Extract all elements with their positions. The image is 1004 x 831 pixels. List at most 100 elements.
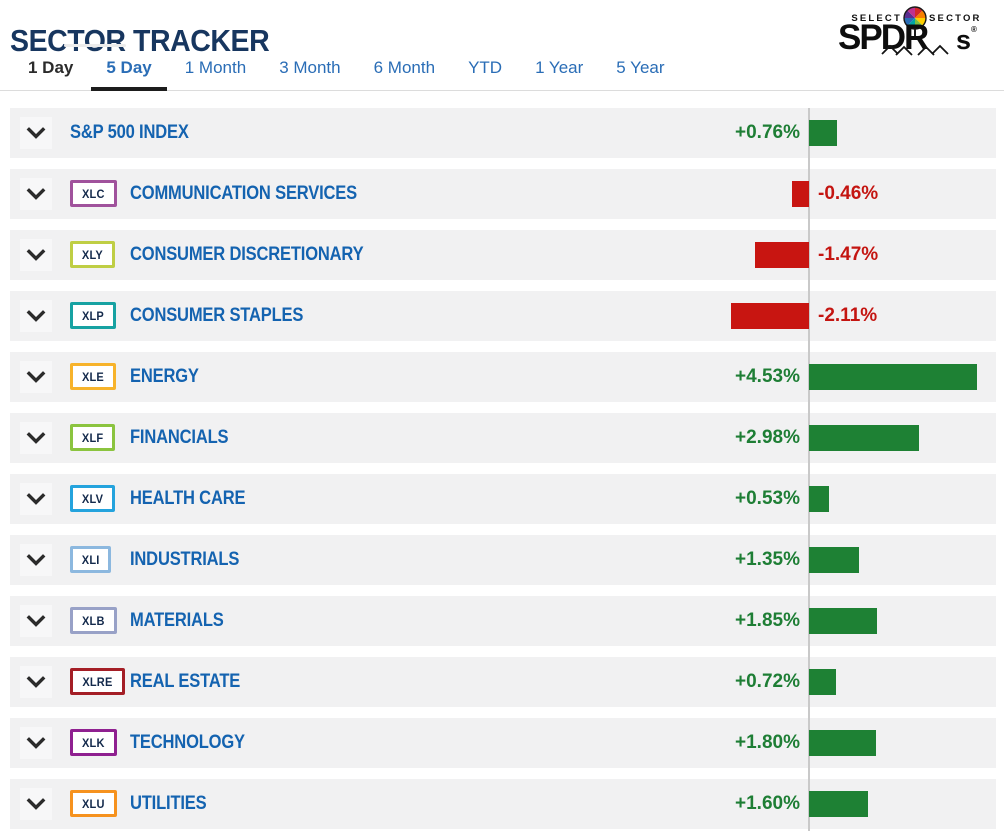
- expand-row-button[interactable]: [20, 422, 52, 454]
- performance-bar: [792, 181, 809, 207]
- ticker-badge: XLB: [70, 607, 117, 634]
- period-tab[interactable]: 1 Month: [179, 57, 252, 90]
- logo-spdr-text: SPDR: [838, 18, 929, 56]
- period-tab[interactable]: 1 Day: [22, 57, 79, 90]
- sector-row[interactable]: S&P 500 INDEX +0.76%: [10, 108, 996, 158]
- percent-change: +2.98%: [735, 427, 800, 448]
- logo-reg-mark: ®: [971, 25, 977, 34]
- sector-row[interactable]: XLC COMMUNICATION SERVICES -0.46%: [10, 169, 996, 219]
- chevron-down-icon: [26, 432, 46, 444]
- sector-name-link[interactable]: MATERIALS: [130, 610, 224, 631]
- sector-name-link[interactable]: HEALTH CARE: [130, 488, 246, 509]
- chevron-down-icon: [26, 554, 46, 566]
- performance-bar: [809, 547, 859, 573]
- sector-name-link[interactable]: UTILITIES: [130, 793, 207, 814]
- sector-row[interactable]: XLI INDUSTRIALS +1.35%: [10, 535, 996, 585]
- expand-row-button[interactable]: [20, 361, 52, 393]
- sector-name-link[interactable]: FINANCIALS: [130, 427, 229, 448]
- chevron-down-icon: [26, 310, 46, 322]
- chevron-down-icon: [26, 737, 46, 749]
- percent-change: +1.80%: [735, 732, 800, 753]
- ticker-label: XLV: [81, 491, 104, 506]
- sector-row[interactable]: XLU UTILITIES +1.60%: [10, 779, 996, 829]
- sector-row[interactable]: XLE ENERGY +4.53%: [10, 352, 996, 402]
- percent-change: +4.53%: [735, 366, 800, 387]
- ticker-badge: XLP: [70, 302, 116, 329]
- performance-bar: [755, 242, 809, 268]
- expand-row-button[interactable]: [20, 483, 52, 515]
- expand-row-button[interactable]: [20, 239, 52, 271]
- performance-bar: [809, 791, 868, 817]
- performance-bar: [809, 425, 919, 451]
- performance-bar: [809, 364, 977, 390]
- sector-row[interactable]: XLK TECHNOLOGY +1.80%: [10, 718, 996, 768]
- sector-name-link[interactable]: ENERGY: [130, 366, 199, 387]
- chevron-down-icon: [26, 676, 46, 688]
- expand-row-button[interactable]: [20, 727, 52, 759]
- ticker-label: XLY: [81, 247, 103, 262]
- expand-row-button[interactable]: [20, 300, 52, 332]
- ticker-badge: XLY: [70, 241, 115, 268]
- sector-row[interactable]: XLB MATERIALS +1.85%: [10, 596, 996, 646]
- expand-row-button[interactable]: [20, 605, 52, 637]
- chevron-down-icon: [26, 127, 46, 139]
- ticker-label: XLE: [81, 369, 104, 384]
- chevron-down-icon: [26, 188, 46, 200]
- sector-name-link[interactable]: TECHNOLOGY: [130, 732, 245, 753]
- expand-row-button[interactable]: [20, 178, 52, 210]
- logo-s-text: s: [956, 25, 971, 55]
- performance-bar: [731, 303, 809, 329]
- chevron-down-icon: [26, 249, 46, 261]
- performance-bar: [809, 608, 877, 634]
- period-tab[interactable]: 3 Month: [273, 57, 346, 90]
- sector-row[interactable]: XLY CONSUMER DISCRETIONARY -1.47%: [10, 230, 996, 280]
- performance-bar: [809, 120, 837, 146]
- percent-change: -0.46%: [818, 183, 879, 204]
- ticker-label: XLP: [81, 308, 104, 323]
- expand-row-button[interactable]: [20, 117, 52, 149]
- expand-row-button[interactable]: [20, 544, 52, 576]
- ticker-label: XLK: [81, 735, 105, 750]
- period-tab[interactable]: YTD: [462, 57, 508, 90]
- performance-bar: [809, 669, 836, 695]
- period-tab[interactable]: 6 Month: [368, 57, 441, 90]
- period-tab[interactable]: 1 Year: [529, 57, 589, 90]
- ticker-badge: XLV: [70, 485, 116, 512]
- period-tab[interactable]: 5 Year: [610, 57, 670, 90]
- chevron-down-icon: [26, 798, 46, 810]
- sector-name-link[interactable]: COMMUNICATION SERVICES: [130, 183, 358, 204]
- percent-change: +1.60%: [735, 793, 800, 814]
- sector-name-link[interactable]: INDUSTRIALS: [130, 549, 240, 570]
- ticker-label: XLC: [81, 186, 105, 201]
- sector-row[interactable]: XLV HEALTH CARE +0.53%: [10, 474, 996, 524]
- expand-row-button[interactable]: [20, 788, 52, 820]
- period-tab[interactable]: 5 Day: [91, 57, 168, 91]
- sector-name-link[interactable]: S&P 500 INDEX: [70, 122, 189, 143]
- zero-baseline: [808, 108, 810, 831]
- ticker-badge: XLRE: [70, 668, 125, 695]
- sector-name-link[interactable]: CONSUMER STAPLES: [130, 305, 304, 326]
- sector-row[interactable]: XLP CONSUMER STAPLES -2.11%: [10, 291, 996, 341]
- ticker-label: XLB: [81, 613, 105, 628]
- page-title: SECTOR TRACKER: [10, 22, 270, 58]
- logo-select-text: SELECT: [851, 13, 902, 24]
- ticker-badge: XLU: [70, 790, 117, 817]
- sector-row[interactable]: XLF FINANCIALS +2.98%: [10, 413, 996, 463]
- ticker-badge: XLK: [70, 729, 117, 756]
- chevron-down-icon: [26, 371, 46, 383]
- chevron-down-icon: [26, 615, 46, 627]
- percent-change: +1.35%: [735, 549, 800, 570]
- logo-sector-text: SECTOR: [929, 13, 982, 24]
- percent-change: +0.53%: [735, 488, 800, 509]
- tab-scroll-hint: [64, 44, 126, 47]
- percent-change: +0.72%: [735, 671, 800, 692]
- sector-row[interactable]: XLRE REAL ESTATE +0.72%: [10, 657, 996, 707]
- percent-change: +0.76%: [735, 122, 800, 143]
- sector-name-link[interactable]: REAL ESTATE: [130, 671, 241, 692]
- period-tab-bar: 1 Day 5 Day 1 Month 3 Month 6 Month YTD …: [0, 52, 1004, 91]
- percent-change: -2.11%: [818, 305, 878, 326]
- sector-name-link[interactable]: CONSUMER DISCRETIONARY: [130, 244, 364, 265]
- spider-legs-icon: [881, 44, 949, 56]
- ticker-badge: XLE: [70, 363, 116, 390]
- expand-row-button[interactable]: [20, 666, 52, 698]
